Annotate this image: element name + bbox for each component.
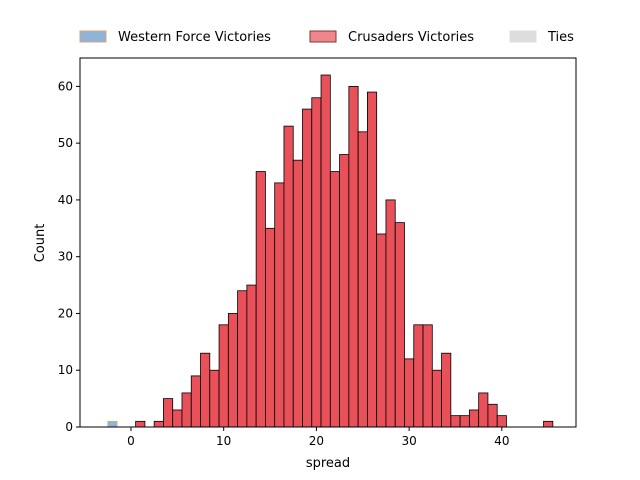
y-tick-label: 60 bbox=[58, 79, 73, 93]
histogram-bar bbox=[543, 420, 554, 428]
histogram-bar bbox=[478, 392, 489, 428]
histogram-bar bbox=[441, 352, 452, 428]
histogram-bar bbox=[357, 131, 368, 428]
histogram-bar bbox=[339, 154, 350, 428]
x-tick-label: 10 bbox=[216, 434, 231, 448]
x-axis-ticks: 0 10 20 30 40 bbox=[127, 427, 509, 448]
histogram-bar bbox=[135, 420, 146, 428]
histogram-bar bbox=[163, 398, 174, 428]
histogram-bar bbox=[218, 324, 229, 428]
histogram-bar bbox=[283, 125, 294, 428]
y-tick-label: 0 bbox=[65, 420, 73, 434]
legend: Western Force Victories Crusaders Victor… bbox=[79, 30, 574, 45]
histogram-bar bbox=[450, 415, 461, 428]
x-tick-label: 30 bbox=[401, 434, 416, 448]
y-tick-label: 50 bbox=[58, 136, 73, 150]
histogram-bar bbox=[227, 313, 239, 428]
legend-label-western-force: Western Force Victories bbox=[118, 30, 271, 45]
histogram-bar bbox=[385, 199, 396, 428]
histogram-bar bbox=[274, 182, 285, 428]
y-tick-label: 10 bbox=[58, 363, 73, 377]
histogram-bar bbox=[487, 403, 498, 428]
histogram-bar bbox=[367, 91, 378, 428]
histogram-bar bbox=[246, 284, 257, 428]
histogram-bar bbox=[200, 352, 211, 428]
legend-swatch-ties bbox=[509, 30, 537, 43]
histogram-bar bbox=[107, 420, 118, 428]
x-tick-label: 0 bbox=[127, 434, 135, 448]
histogram-bar bbox=[422, 324, 433, 428]
histogram-bar bbox=[348, 85, 359, 428]
bars-layer bbox=[107, 74, 554, 428]
histogram-bar bbox=[302, 108, 313, 428]
y-axis-ticks: 0 10 20 30 40 50 60 bbox=[58, 79, 80, 434]
x-axis-label: spread bbox=[306, 456, 350, 471]
histogram-bar bbox=[172, 409, 183, 428]
histogram-bar bbox=[153, 420, 164, 428]
histogram-bar bbox=[404, 358, 415, 428]
histogram-bar bbox=[431, 369, 442, 428]
histogram-bar bbox=[265, 227, 276, 428]
y-tick-label: 40 bbox=[58, 193, 73, 207]
histogram-bar bbox=[496, 415, 507, 428]
x-tick-label: 20 bbox=[309, 434, 324, 448]
histogram-bar bbox=[190, 375, 201, 428]
histogram-bar bbox=[329, 171, 340, 428]
histogram-bar bbox=[237, 290, 248, 428]
histogram-bar bbox=[311, 97, 322, 428]
plot-frame bbox=[79, 57, 577, 428]
histogram-bar bbox=[255, 171, 266, 428]
legend-label-crusaders: Crusaders Victories bbox=[348, 30, 474, 45]
histogram-bar bbox=[320, 74, 331, 428]
histogram-bar bbox=[394, 222, 405, 428]
y-axis-label: Count bbox=[33, 224, 48, 263]
histogram-bar bbox=[376, 233, 387, 428]
histogram-bar bbox=[468, 409, 480, 428]
x-tick-label: 40 bbox=[494, 434, 509, 448]
histogram-bar bbox=[459, 415, 470, 428]
histogram-bar bbox=[292, 159, 303, 428]
histogram-bar bbox=[181, 392, 192, 428]
legend-swatch-western-force bbox=[79, 30, 107, 43]
legend-label-ties: Ties bbox=[547, 30, 574, 45]
y-tick-label: 30 bbox=[58, 250, 73, 264]
legend-swatch-crusaders bbox=[309, 30, 337, 43]
histogram-bar bbox=[209, 369, 220, 428]
histogram-bar bbox=[413, 324, 424, 428]
y-tick-label: 20 bbox=[58, 306, 73, 320]
